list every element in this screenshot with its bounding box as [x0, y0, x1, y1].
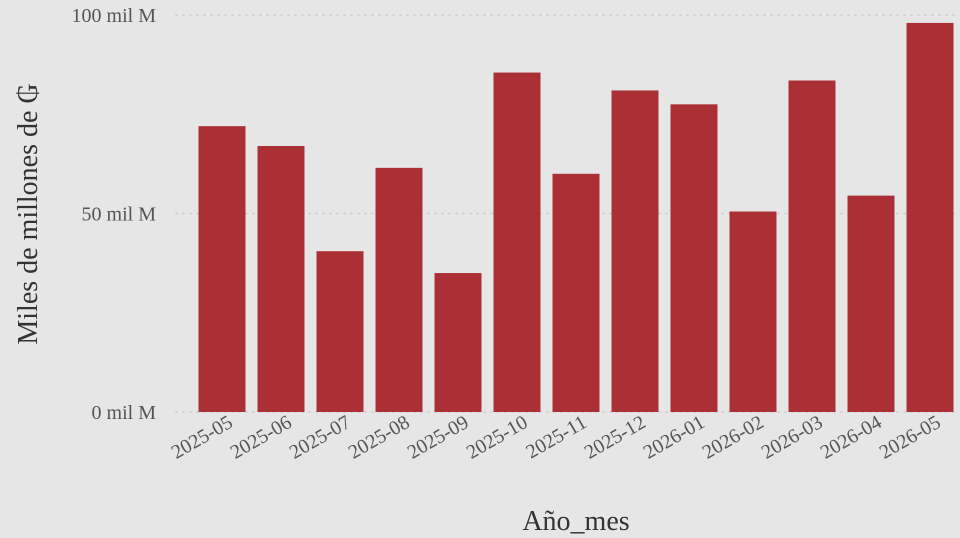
- x-tick-label: 2025-09: [404, 411, 473, 463]
- bar-2025-07[interactable]: [316, 251, 364, 412]
- y-axis-title: Miles de millones de ₲: [13, 83, 44, 344]
- y-tick-label: 0 mil M: [92, 402, 157, 424]
- bar-2026-03[interactable]: [788, 80, 836, 412]
- x-tick-label: 2025-07: [286, 411, 355, 463]
- x-axis-title: Año_mes: [522, 506, 629, 537]
- bar-2026-02[interactable]: [729, 211, 777, 412]
- bar-2025-10[interactable]: [493, 72, 541, 412]
- x-tick-label: 2025-05: [168, 411, 237, 463]
- y-axis-ticks: 0 mil M 50 mil M 100 mil M: [72, 5, 157, 424]
- x-tick-label: 2026-04: [817, 411, 886, 463]
- y-tick-label: 50 mil M: [82, 204, 157, 226]
- y-tick-label: 100 mil M: [72, 5, 157, 27]
- bar-2025-08[interactable]: [375, 167, 423, 412]
- x-tick-label: 2026-05: [876, 411, 945, 463]
- x-tick-label: 2026-02: [699, 411, 768, 463]
- x-tick-label: 2025-08: [345, 411, 414, 463]
- bar-2026-05[interactable]: [906, 22, 954, 412]
- x-tick-label: 2025-06: [227, 411, 296, 463]
- x-tick-label: 2025-12: [581, 411, 650, 463]
- bar-2026-04[interactable]: [847, 195, 895, 412]
- x-tick-label: 2025-10: [463, 411, 532, 463]
- bar-2025-05[interactable]: [198, 126, 246, 412]
- bars: [198, 22, 954, 413]
- bar-2025-06[interactable]: [257, 146, 305, 412]
- bar-2026-01[interactable]: [670, 104, 718, 412]
- x-tick-label: 2026-03: [758, 411, 827, 463]
- bar-2025-11[interactable]: [552, 173, 600, 412]
- x-axis-ticks: 2025-052025-062025-072025-082025-092025-…: [168, 411, 945, 463]
- x-tick-label: 2026-01: [640, 411, 709, 463]
- bar-2025-12[interactable]: [611, 90, 659, 413]
- bar-2025-09[interactable]: [434, 273, 482, 412]
- x-tick-label: 2025-11: [522, 411, 590, 463]
